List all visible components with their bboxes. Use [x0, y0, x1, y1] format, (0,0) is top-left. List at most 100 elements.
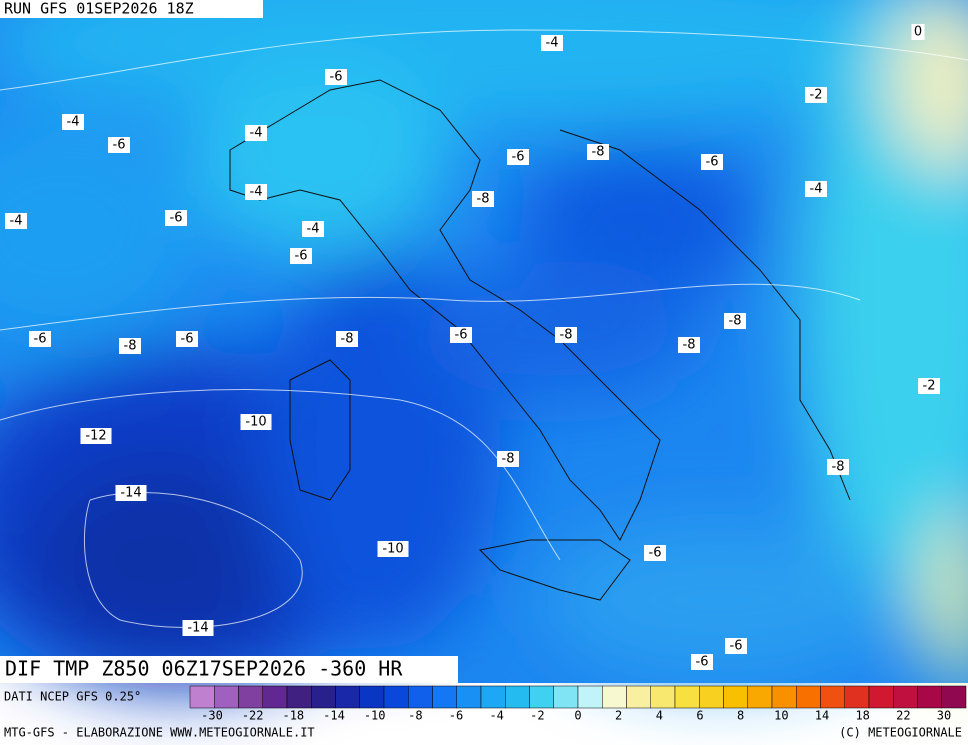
colorbar-swatch	[602, 685, 627, 709]
contour-label-bg	[336, 331, 358, 347]
colorbar-label: -10	[364, 709, 386, 723]
contour-label: -6	[181, 332, 194, 347]
colorbar-swatch	[189, 685, 215, 709]
source: DATI NCEP GFS 0.25°	[4, 690, 141, 704]
colorbar-swatch	[626, 685, 651, 709]
credits-right: (C) METEOGIORNALE	[839, 726, 962, 740]
colorbar-label: 30	[937, 709, 951, 723]
colorbar-swatch	[359, 685, 385, 709]
colorbar-swatch	[674, 685, 700, 709]
colorbar-swatch	[408, 685, 433, 709]
contour-label-bg	[302, 221, 324, 237]
colorbar-label: 8	[737, 709, 744, 723]
contour-label: -6	[649, 546, 662, 561]
colorbar-label: -14	[323, 709, 345, 723]
colorbar-swatch	[432, 685, 457, 709]
colorbar-swatch	[311, 685, 336, 709]
contour-label-bg	[691, 654, 713, 670]
contour-label-bg	[115, 485, 147, 501]
run-label: RUN GFS 01SEP2026 18Z	[4, 0, 194, 18]
colorbar-label: 0	[574, 709, 581, 723]
colorbar-swatch	[796, 685, 821, 709]
contour-label-bg	[325, 69, 347, 85]
contour-label: -4	[67, 115, 80, 130]
isolines	[0, 29, 968, 628]
contour-label: -4	[250, 185, 263, 200]
contour-label-bg	[62, 114, 84, 130]
colorbar-swatch	[771, 685, 797, 709]
colorbar-label: 2	[615, 709, 622, 723]
colorbar-label: 18	[855, 709, 869, 723]
contour-label-bg	[507, 149, 529, 165]
colorbar-swatch	[893, 685, 918, 709]
contour-label: -2	[810, 88, 823, 103]
contour-label-bg	[911, 24, 925, 40]
contour-label: -6	[34, 332, 47, 347]
contour-label-bg	[724, 313, 746, 329]
colorbar-label: 4	[656, 709, 663, 723]
contour-label: -8	[477, 192, 490, 207]
colorbar-swatch	[699, 685, 724, 709]
contour-label-bg	[555, 327, 577, 343]
contour-label: -6	[706, 155, 719, 170]
colorbar-label: -4	[489, 709, 503, 723]
colorbar-label: -22	[242, 709, 264, 723]
contour-label-bg	[245, 184, 267, 200]
contour-label-bg	[245, 125, 267, 141]
contour-label: -6	[455, 328, 468, 343]
colorbar-swatch	[820, 685, 845, 709]
contour-label: -10	[245, 415, 266, 430]
colorbar-swatch	[553, 685, 579, 709]
contour-label: -6	[330, 70, 343, 85]
contour-label: -4	[307, 222, 320, 237]
contour-label-bg	[176, 331, 198, 347]
contour-label-bg	[240, 414, 272, 430]
contour-label-bg	[290, 248, 312, 264]
colorbar-label: -6	[449, 709, 463, 723]
contour-label: -12	[85, 429, 106, 444]
colorbar-swatch	[650, 685, 676, 709]
contour-label: -8	[341, 332, 354, 347]
contour-label-bg	[701, 154, 723, 170]
colorbar: -30 -22 -18 -14 -10 -8 -6 -4 -2 0 2 4 6 8 10 14 18 22 30	[189, 685, 967, 723]
contour-label: -8	[592, 145, 605, 160]
contour-label-bg	[5, 213, 27, 229]
contour-label-bg	[725, 638, 747, 654]
colorbar-swatch	[335, 685, 360, 709]
contour-label: -6	[730, 639, 743, 654]
colorbar-swatch	[917, 685, 942, 709]
contour-label: -8	[683, 338, 696, 353]
colorbar-label: -18	[282, 709, 304, 723]
contour-label-bg	[918, 378, 940, 394]
contour-label-bg	[108, 137, 130, 153]
colorbar-swatch	[577, 685, 603, 709]
contour-label-bg	[805, 87, 827, 103]
map-title: DIF TMP Z850 06Z17SEP2026 -360 HR	[5, 657, 403, 681]
contour-label: -6	[512, 150, 525, 165]
title-box	[0, 656, 458, 683]
colorbar-swatch	[262, 685, 288, 709]
contour-label-bg	[472, 191, 494, 207]
colorbar-label: -8	[408, 709, 422, 723]
contour-label-bg	[678, 337, 700, 353]
contour-label-bg	[119, 338, 141, 354]
contour-label: -4	[10, 214, 23, 229]
contour-label: -14	[120, 486, 141, 501]
colorbar-label: -30	[201, 709, 223, 723]
credits-left: MTG-GFS - ELABORAZIONE WWW.METEOGIORNALE…	[4, 726, 315, 740]
colorbar-swatch	[214, 685, 239, 709]
contour-label-bg	[377, 541, 409, 557]
colorbar-swatch	[941, 685, 967, 709]
colorbar-label: 10	[774, 709, 788, 723]
contour-label-bg	[80, 428, 112, 444]
contour-label: -6	[170, 211, 183, 226]
header-box	[0, 0, 263, 18]
contour-label-bg	[827, 459, 849, 475]
colorbar-label: 6	[696, 709, 703, 723]
contour-label-bg	[182, 620, 214, 636]
colorbar-label: -2	[530, 709, 544, 723]
colorbar-swatch	[868, 685, 894, 709]
colorbar-swatch	[844, 685, 870, 709]
